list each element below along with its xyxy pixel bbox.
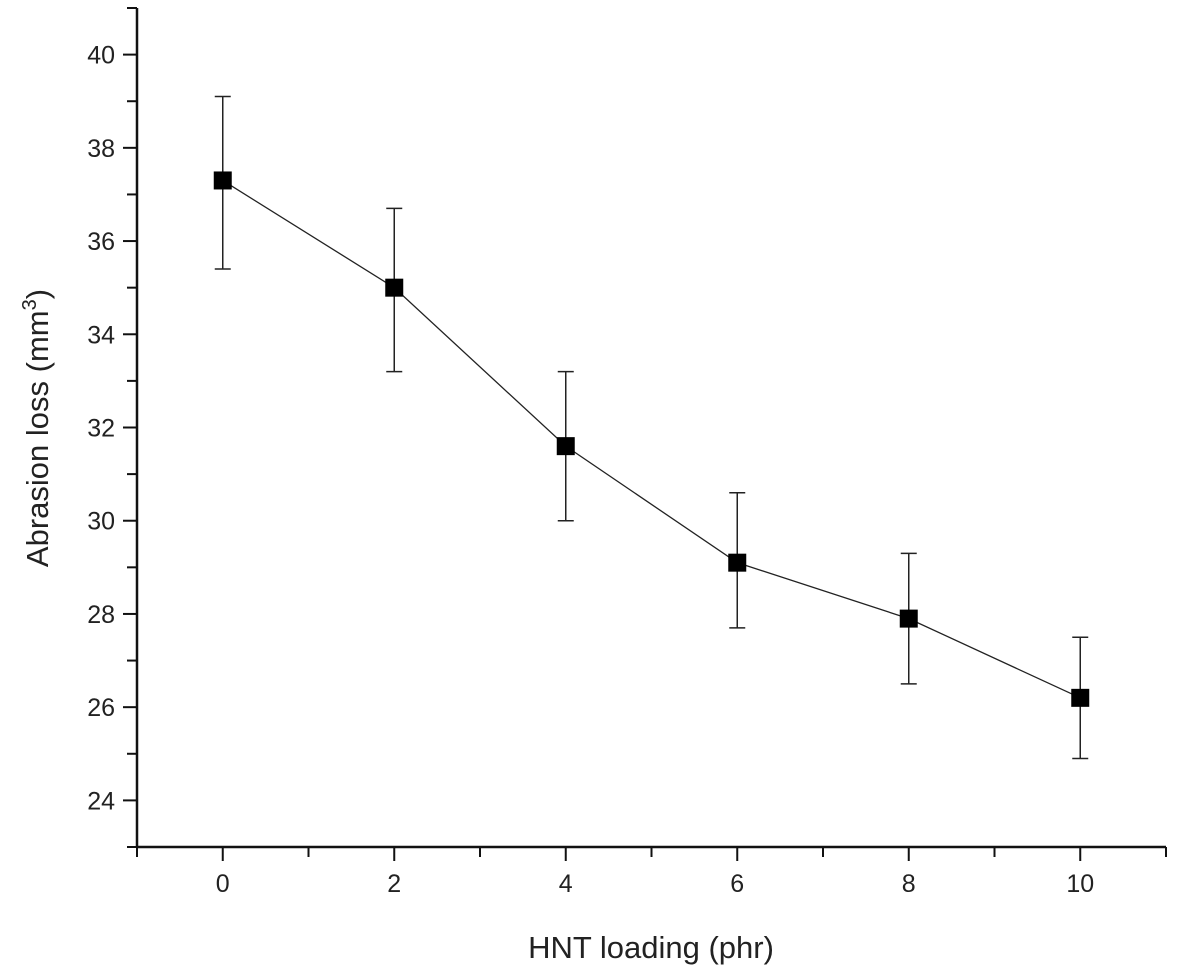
series bbox=[213, 95, 1090, 760]
x-tick-label: 4 bbox=[559, 870, 573, 898]
x-tick-label: 0 bbox=[216, 870, 230, 898]
x-tick-label: 6 bbox=[730, 870, 744, 898]
data-point-marker bbox=[899, 609, 918, 628]
y-tick-label: 32 bbox=[87, 415, 115, 443]
x-tick-label: 8 bbox=[902, 870, 916, 898]
y-tick-label: 24 bbox=[87, 787, 115, 815]
x-tick-label: 10 bbox=[1066, 870, 1094, 898]
data-point-marker bbox=[1071, 688, 1090, 707]
y-axis-title-sup: 3 bbox=[19, 299, 41, 310]
y-tick-label: 28 bbox=[87, 601, 115, 629]
series-line bbox=[222, 179, 1081, 699]
data-point-marker bbox=[213, 171, 232, 190]
y-tick-label: 38 bbox=[87, 135, 115, 163]
axes bbox=[127, 7, 1166, 849]
data-point-marker bbox=[385, 278, 404, 297]
y-tick-label: 30 bbox=[87, 508, 115, 536]
y-axis-title: Abrasion loss (mm3) bbox=[19, 289, 55, 567]
y-tick-label: 34 bbox=[87, 321, 115, 349]
data-point-marker bbox=[556, 437, 575, 456]
x-tick-label: 2 bbox=[387, 870, 401, 898]
data-point-marker bbox=[728, 553, 747, 572]
y-axis-title-main: Abrasion loss (mm bbox=[20, 310, 55, 567]
x-axis-title: HNT loading (phr) bbox=[528, 930, 774, 965]
y-axis-title-close: ) bbox=[20, 289, 55, 299]
y-tick-label: 36 bbox=[87, 228, 115, 256]
y-tick-label: 40 bbox=[87, 42, 115, 70]
y-tick-label: 26 bbox=[87, 694, 115, 722]
